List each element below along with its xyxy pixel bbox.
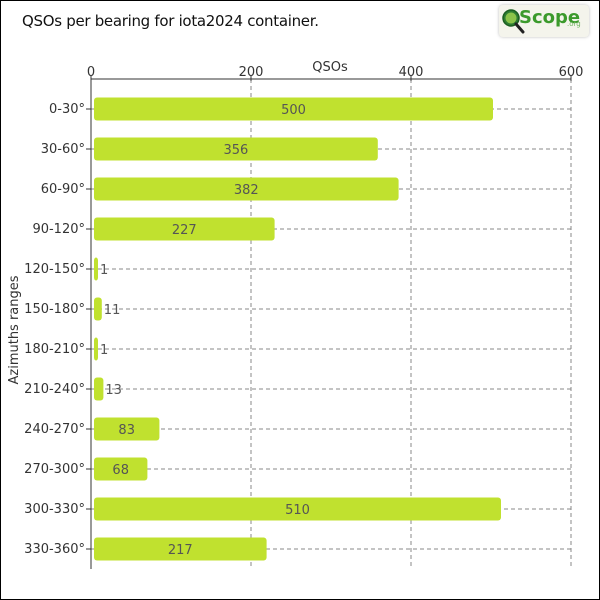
bar-value-label: 217 [168,543,193,558]
bar [94,137,378,161]
bar [94,377,104,401]
x-axis-label: QSOs [312,60,348,75]
magnifier-q-icon [502,9,525,34]
bar-value-label: 1 [100,343,108,358]
bar [94,497,501,521]
bar-value-label: 1 [100,263,108,278]
y-tick-label: 180-210° [24,342,85,357]
x-tick-label: 0 [87,65,95,80]
bar [94,337,98,361]
y-tick-label: 240-270° [24,422,85,437]
y-tick-label: 300-330° [24,502,85,517]
bar [94,177,399,201]
x-tick-label: 400 [399,65,424,80]
logo-text: Scope [519,7,581,28]
logo-suffix: .org [567,20,581,28]
bar-value-label: 13 [105,383,122,398]
bar-value-label: 68 [112,463,129,478]
bar [94,537,267,561]
y-tick-label: 270-300° [24,462,85,477]
y-tick-label: 0-30° [49,102,85,117]
bar-value-label: 11 [104,303,121,318]
y-tick-label: 330-360° [24,542,85,557]
bar-value-label: 510 [285,503,310,518]
y-tick-label: 90-120° [32,222,85,237]
chart-title: QSOs per bearing for iota2024 container. [22,12,319,30]
y-tick-label: 60-90° [41,182,85,197]
bar-value-label: 356 [223,143,248,158]
bar-value-label: 83 [118,423,135,438]
y-axis-label: Azimuths ranges [7,275,22,384]
bar [94,217,275,241]
x-tick-label: 200 [239,65,264,80]
bar [94,297,102,321]
bar [94,417,160,441]
y-tick-label: 210-240° [24,382,85,397]
bar-value-label: 500 [281,103,306,118]
bar-value-label: 227 [172,223,197,238]
bar-value-label: 382 [234,183,259,198]
x-tick-label: 600 [559,65,584,80]
y-tick-label: 120-150° [24,262,85,277]
y-tick-label: 30-60° [41,142,85,157]
bar [94,257,98,281]
bar [94,457,148,481]
y-tick-label: 150-180° [24,302,85,317]
bar [94,97,493,121]
axes: 0 200 400 600 0-30° 30-60° 60-90° 90-120° 120-15… [24,65,583,569]
